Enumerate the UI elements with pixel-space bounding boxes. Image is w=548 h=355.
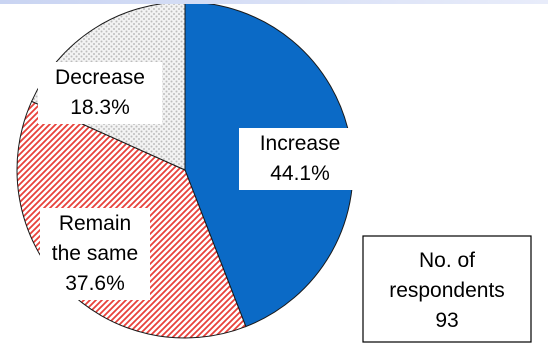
slice-label-increase: Increase (260, 132, 341, 155)
respondents-box: No. of respondents 93 (362, 235, 532, 343)
slice-label-remain-the-same: 37.6% (65, 272, 125, 295)
top-band (0, 0, 548, 4)
respondents-box-border (362, 235, 532, 343)
pie-slice-labels: Increase 44.1% Remain the same 37.6% Decrease… (38, 62, 361, 300)
slice-label-background (40, 208, 150, 300)
slice-label-remain-the-same: the same (52, 242, 138, 265)
slice-label-background (239, 128, 361, 190)
respondents-line-1: No. of (419, 249, 475, 272)
slice-label-background (38, 62, 162, 124)
respondents-line-2: respondents (389, 279, 505, 302)
slice-label-decrease: 18.3% (70, 96, 130, 119)
slice-label-remain-the-same: Remain (59, 212, 131, 235)
slice-label-decrease: Decrease (55, 66, 145, 89)
slice-label-increase: 44.1% (270, 162, 330, 185)
respondents-line-3: 93 (435, 309, 458, 332)
